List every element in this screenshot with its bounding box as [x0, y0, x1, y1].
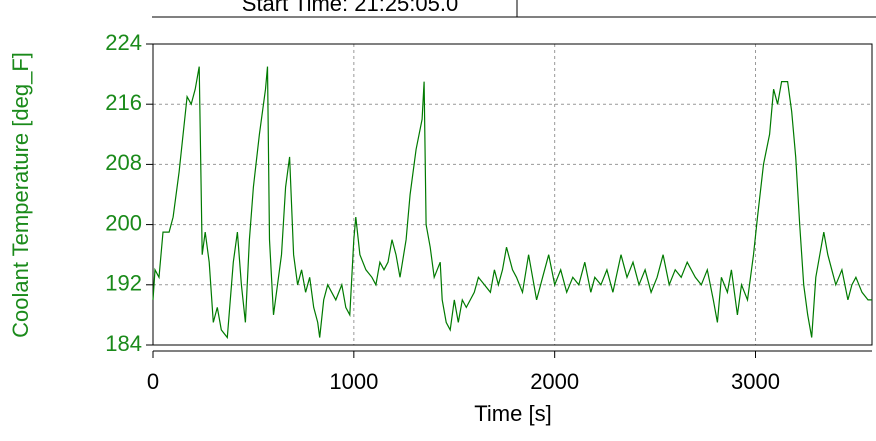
- plot-frame: [152, 43, 873, 346]
- y-tick-label: 200: [105, 210, 142, 235]
- data-line: [152, 66, 872, 340]
- subtitle: Start Time: 21:25:05.0: [242, 0, 458, 16]
- x-axis-label: Time [s]: [474, 401, 551, 426]
- y-tick-label: 208: [105, 150, 142, 175]
- y-axis-label: Coolant Temperature [deg_F]: [8, 52, 33, 338]
- y-tick-label: 184: [105, 331, 142, 356]
- y-tick-label: 216: [105, 90, 142, 115]
- x-tick-label: 1000: [329, 369, 378, 394]
- x-tick-label: 2000: [530, 369, 579, 394]
- x-tick-label: 3000: [731, 369, 780, 394]
- y-tick-label: 224: [105, 30, 142, 55]
- x-tick-label: 0: [147, 369, 159, 394]
- y-tick-label: 192: [105, 271, 142, 296]
